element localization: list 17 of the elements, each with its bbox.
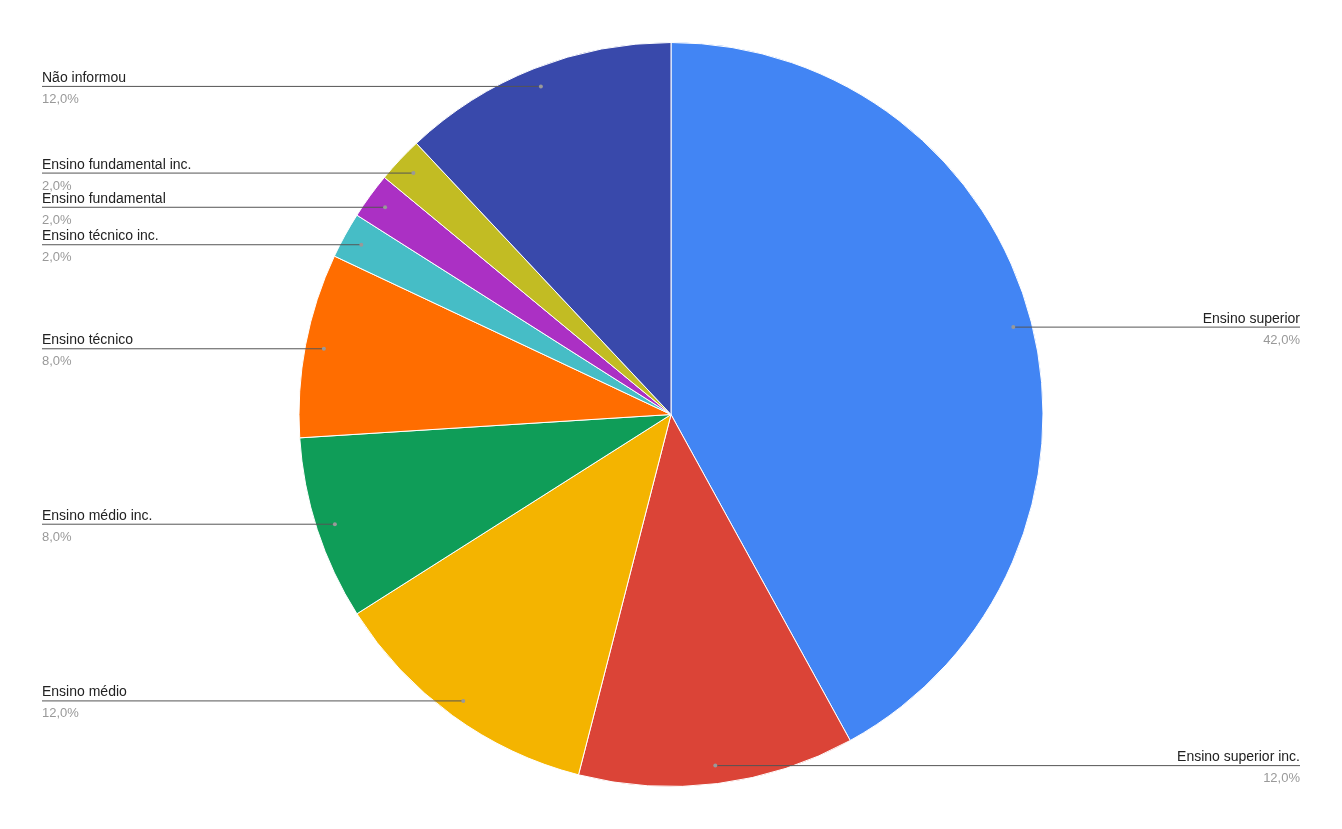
slice-label: Ensino superior: [1202, 309, 1301, 326]
data-label: 42,0%: [1263, 331, 1301, 347]
slice-label: Ensino técnico inc.: [42, 227, 159, 244]
data-label: 12,0%: [42, 705, 80, 721]
slice-label: Ensino médio: [42, 683, 128, 700]
data-label: 8,0%: [42, 528, 73, 544]
slice-label: Ensino fundamental inc.: [42, 155, 192, 172]
slice-label: Ensino técnico: [42, 331, 134, 348]
data-label: 12,0%: [1263, 770, 1301, 786]
data-label: 2,0%: [42, 177, 73, 193]
data-label: 12,0%: [42, 90, 80, 106]
slice-label: Ensino médio inc.: [42, 506, 153, 523]
slice-label: Não informou: [42, 68, 127, 85]
data-label: 8,0%: [42, 353, 73, 369]
data-label: 2,0%: [42, 211, 73, 227]
data-label: 2,0%: [42, 249, 73, 265]
slice-label: Ensino superior inc.: [1177, 748, 1300, 765]
